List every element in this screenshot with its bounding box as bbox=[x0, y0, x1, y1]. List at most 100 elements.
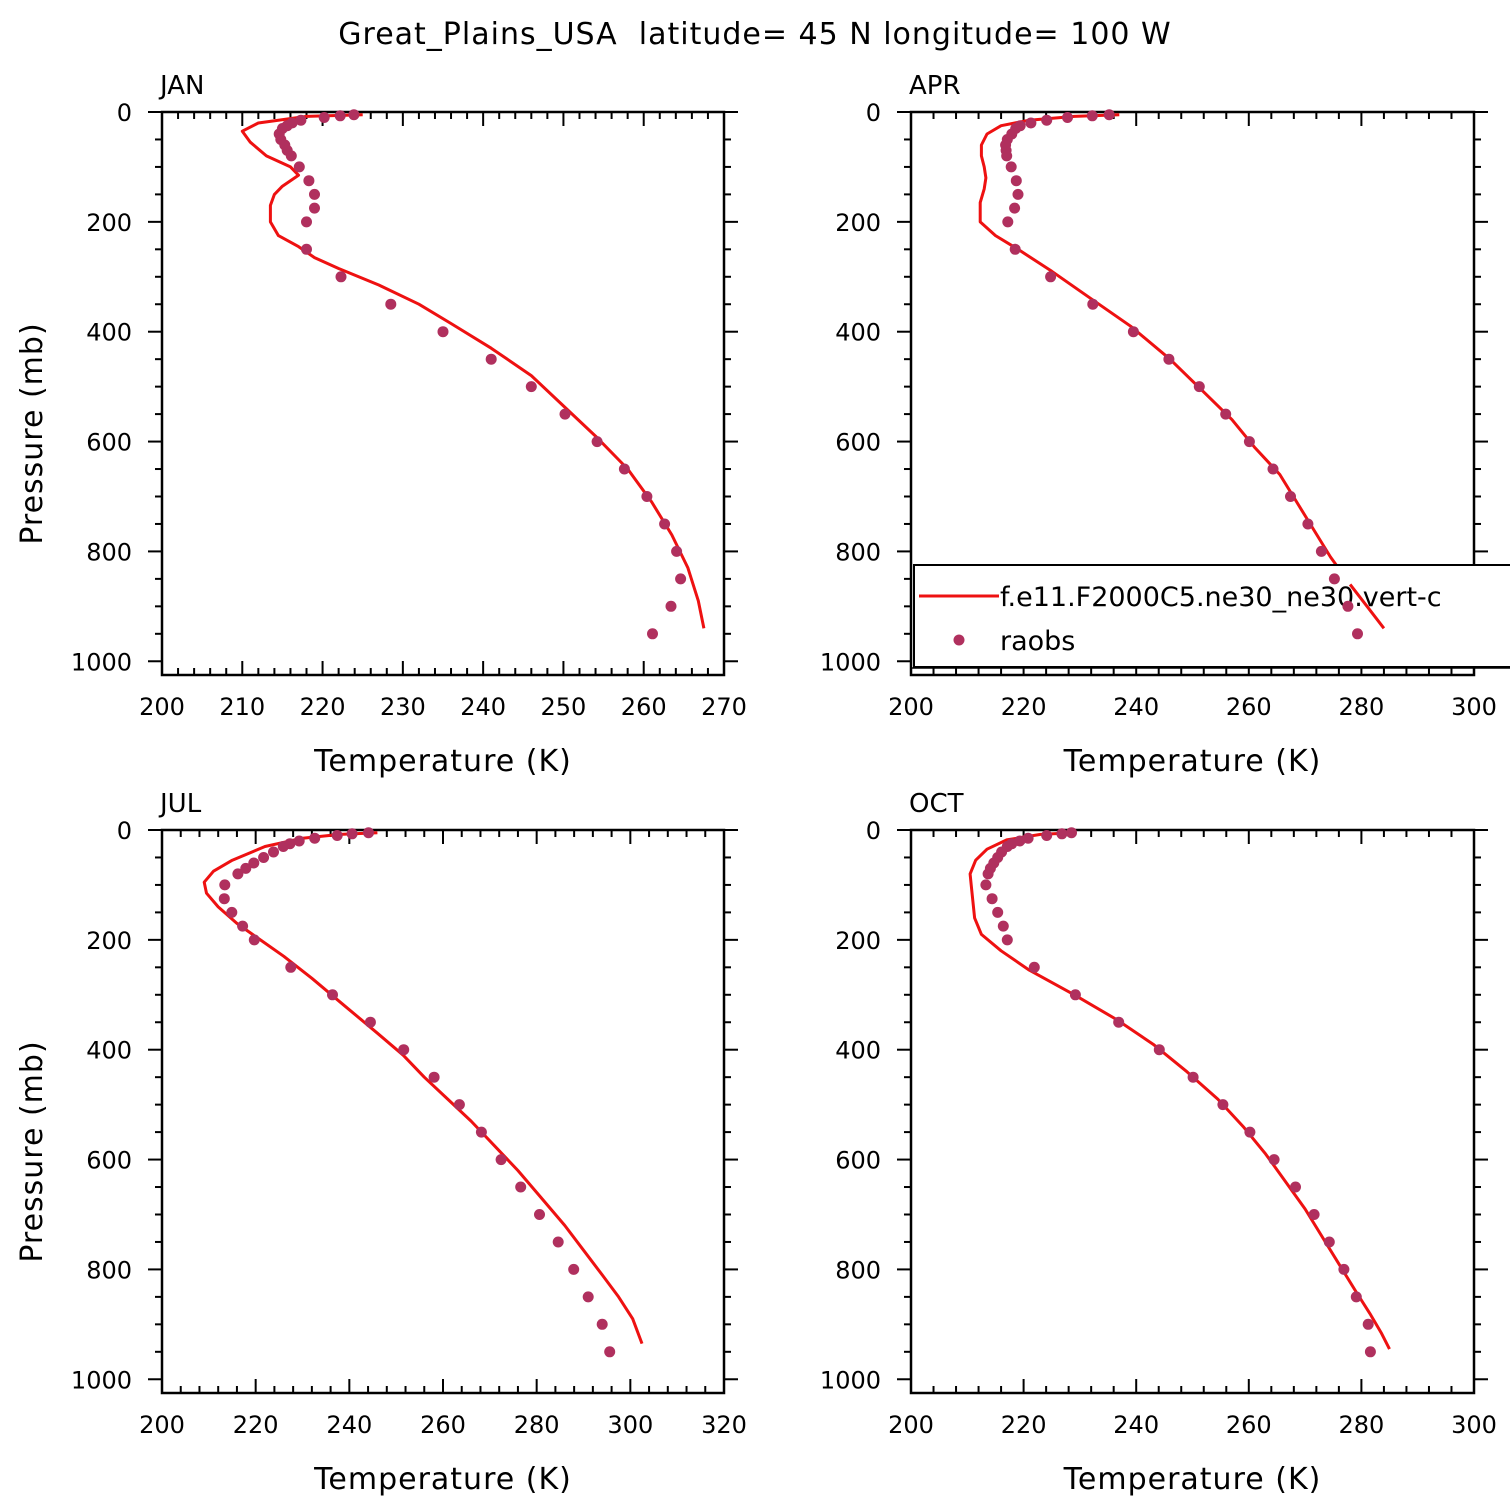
raobs-point bbox=[1153, 1044, 1165, 1056]
raobs-point bbox=[618, 463, 630, 475]
raobs-point bbox=[982, 868, 994, 880]
x-tick-label: 280 bbox=[1338, 1411, 1384, 1439]
raobs-point bbox=[293, 835, 305, 847]
x-axis-label: Temperature (K) bbox=[313, 744, 572, 779]
raobs-point bbox=[1041, 114, 1053, 126]
model-line bbox=[978, 113, 1386, 630]
raobs-point bbox=[237, 920, 249, 932]
y-tick-label: 200 bbox=[835, 927, 881, 955]
x-axis-label: Temperature (K) bbox=[313, 1462, 572, 1497]
y-tick-label: 400 bbox=[86, 319, 132, 347]
x-tick-label: 260 bbox=[621, 693, 667, 721]
x-tick-label: 260 bbox=[1226, 1411, 1272, 1439]
panel-jul: 200 220 240 260 280 300 320 0 200 400 600 800 1000 JU… bbox=[15, 789, 747, 1497]
raobs-point bbox=[1087, 298, 1099, 310]
raobs-point bbox=[346, 828, 358, 840]
raobs-point bbox=[1066, 827, 1077, 839]
x-tick-label: 270 bbox=[701, 693, 747, 721]
raobs-point bbox=[240, 862, 252, 874]
raobs-point bbox=[1069, 989, 1081, 1001]
raobs-point bbox=[1045, 271, 1057, 283]
raobs-point bbox=[363, 827, 374, 839]
y-tick-label: 400 bbox=[835, 319, 881, 347]
raobs-point bbox=[1163, 353, 1175, 365]
raobs-point bbox=[309, 188, 320, 200]
raobs-point bbox=[277, 841, 289, 852]
plot-frame bbox=[160, 110, 726, 677]
raobs-point-overlay bbox=[1352, 628, 1363, 640]
raobs-point bbox=[334, 110, 346, 122]
plot-frame bbox=[909, 110, 1476, 677]
x-tick-label: 240 bbox=[460, 693, 506, 721]
raobs-point bbox=[495, 1154, 507, 1166]
raobs-point bbox=[1025, 117, 1037, 129]
y-tick-label: 0 bbox=[117, 99, 132, 127]
raobs-point bbox=[335, 271, 347, 283]
legend-label-raobs: raobs bbox=[1000, 626, 1075, 657]
raobs-point bbox=[534, 1209, 545, 1220]
y-tick-label: 400 bbox=[835, 1037, 881, 1065]
y-tick-label: 1000 bbox=[820, 1366, 881, 1394]
raobs-point bbox=[1012, 188, 1024, 200]
raobs-point bbox=[986, 893, 998, 905]
y-tick-label: 600 bbox=[86, 429, 132, 457]
x-tick-label: 200 bbox=[888, 1411, 934, 1439]
x-tick-label: 200 bbox=[139, 693, 185, 721]
raobs-point bbox=[659, 518, 671, 530]
raobs-point bbox=[675, 573, 687, 585]
model-line bbox=[202, 831, 644, 1345]
x-tick-label: 280 bbox=[1338, 693, 1384, 721]
y-axis-label: Pressure (mb) bbox=[15, 322, 50, 544]
raobs-point bbox=[1041, 830, 1053, 841]
raobs-point bbox=[1193, 381, 1205, 393]
raobs-point bbox=[437, 326, 449, 338]
raobs-point bbox=[1002, 216, 1014, 228]
raobs-point bbox=[293, 161, 305, 173]
raobs-point bbox=[1001, 150, 1013, 162]
raobs-point bbox=[665, 600, 677, 612]
raobs-point bbox=[992, 906, 1004, 918]
x-tick-label: 300 bbox=[607, 1411, 653, 1439]
raobs-point bbox=[1103, 109, 1115, 121]
x-tick-label: 230 bbox=[380, 693, 426, 721]
raobs-point bbox=[285, 961, 297, 973]
raobs-point bbox=[1056, 828, 1068, 840]
raobs-point bbox=[515, 1181, 527, 1193]
figure-title: Great_Plains_USA latitude= 45 N longitud… bbox=[338, 17, 1171, 52]
legend-point-swatch bbox=[953, 634, 965, 646]
raobs-point bbox=[596, 1318, 608, 1330]
raobs-point bbox=[301, 216, 312, 228]
raobs-point bbox=[1350, 1291, 1362, 1303]
legend-box bbox=[913, 564, 1510, 668]
raobs-point bbox=[1243, 436, 1255, 448]
raobs-point bbox=[1220, 408, 1232, 420]
raobs-point bbox=[1113, 1016, 1125, 1028]
raobs-point bbox=[475, 1126, 487, 1138]
raobs-point bbox=[1285, 491, 1296, 502]
x-tick-label: 260 bbox=[420, 1411, 466, 1439]
raobs-point bbox=[1362, 1318, 1374, 1330]
x-tick-label: 300 bbox=[1451, 693, 1497, 721]
y-tick-label: 0 bbox=[866, 99, 881, 127]
raobs-point bbox=[1127, 326, 1139, 338]
x-tick-label: 220 bbox=[1001, 1411, 1047, 1439]
raobs-point bbox=[1028, 961, 1040, 973]
raobs-point bbox=[1364, 1346, 1376, 1358]
raobs-point bbox=[1323, 1236, 1335, 1248]
x-tick-label: 260 bbox=[1226, 693, 1272, 721]
x-tick-label: 200 bbox=[139, 1411, 185, 1439]
y-tick-label: 600 bbox=[86, 1147, 132, 1175]
raobs-point bbox=[641, 491, 653, 502]
raobs-point bbox=[485, 353, 497, 365]
raobs-point bbox=[232, 868, 244, 880]
raobs-point bbox=[428, 1071, 440, 1083]
y-tick-label: 200 bbox=[86, 927, 132, 955]
raobs-point bbox=[1001, 934, 1013, 946]
y-tick-label: 1000 bbox=[71, 648, 132, 676]
y-tick-label: 0 bbox=[866, 817, 881, 845]
raobs-point bbox=[604, 1346, 616, 1358]
raobs-point bbox=[248, 934, 260, 946]
x-tick-label: 250 bbox=[541, 693, 587, 721]
y-tick-label: 400 bbox=[86, 1037, 132, 1065]
